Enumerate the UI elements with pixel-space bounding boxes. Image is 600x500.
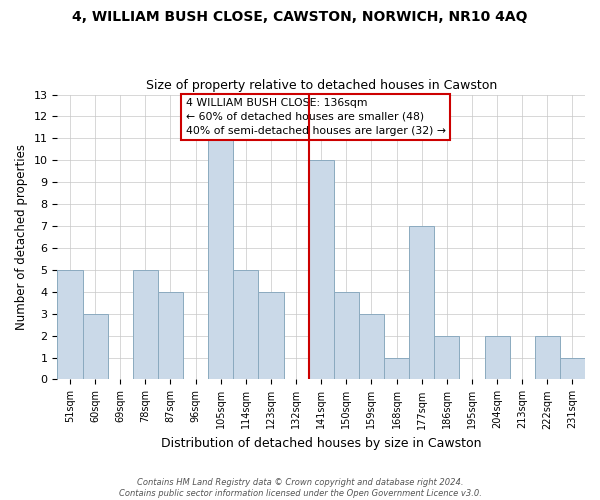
Bar: [158, 292, 183, 380]
Bar: [535, 336, 560, 380]
Text: Contains HM Land Registry data © Crown copyright and database right 2024.
Contai: Contains HM Land Registry data © Crown c…: [119, 478, 481, 498]
Y-axis label: Number of detached properties: Number of detached properties: [15, 144, 28, 330]
Bar: [485, 336, 509, 380]
Bar: [133, 270, 158, 380]
Title: Size of property relative to detached houses in Cawston: Size of property relative to detached ho…: [146, 79, 497, 92]
Bar: [308, 160, 334, 380]
Bar: [434, 336, 460, 380]
Text: 4, WILLIAM BUSH CLOSE, CAWSTON, NORWICH, NR10 4AQ: 4, WILLIAM BUSH CLOSE, CAWSTON, NORWICH,…: [72, 10, 528, 24]
Bar: [83, 314, 107, 380]
Text: 4 WILLIAM BUSH CLOSE: 136sqm
← 60% of detached houses are smaller (48)
40% of se: 4 WILLIAM BUSH CLOSE: 136sqm ← 60% of de…: [185, 98, 446, 136]
X-axis label: Distribution of detached houses by size in Cawston: Distribution of detached houses by size …: [161, 437, 481, 450]
Bar: [233, 270, 259, 380]
Bar: [384, 358, 409, 380]
Bar: [58, 270, 83, 380]
Bar: [208, 138, 233, 380]
Bar: [560, 358, 585, 380]
Bar: [409, 226, 434, 380]
Bar: [359, 314, 384, 380]
Bar: [259, 292, 284, 380]
Bar: [334, 292, 359, 380]
